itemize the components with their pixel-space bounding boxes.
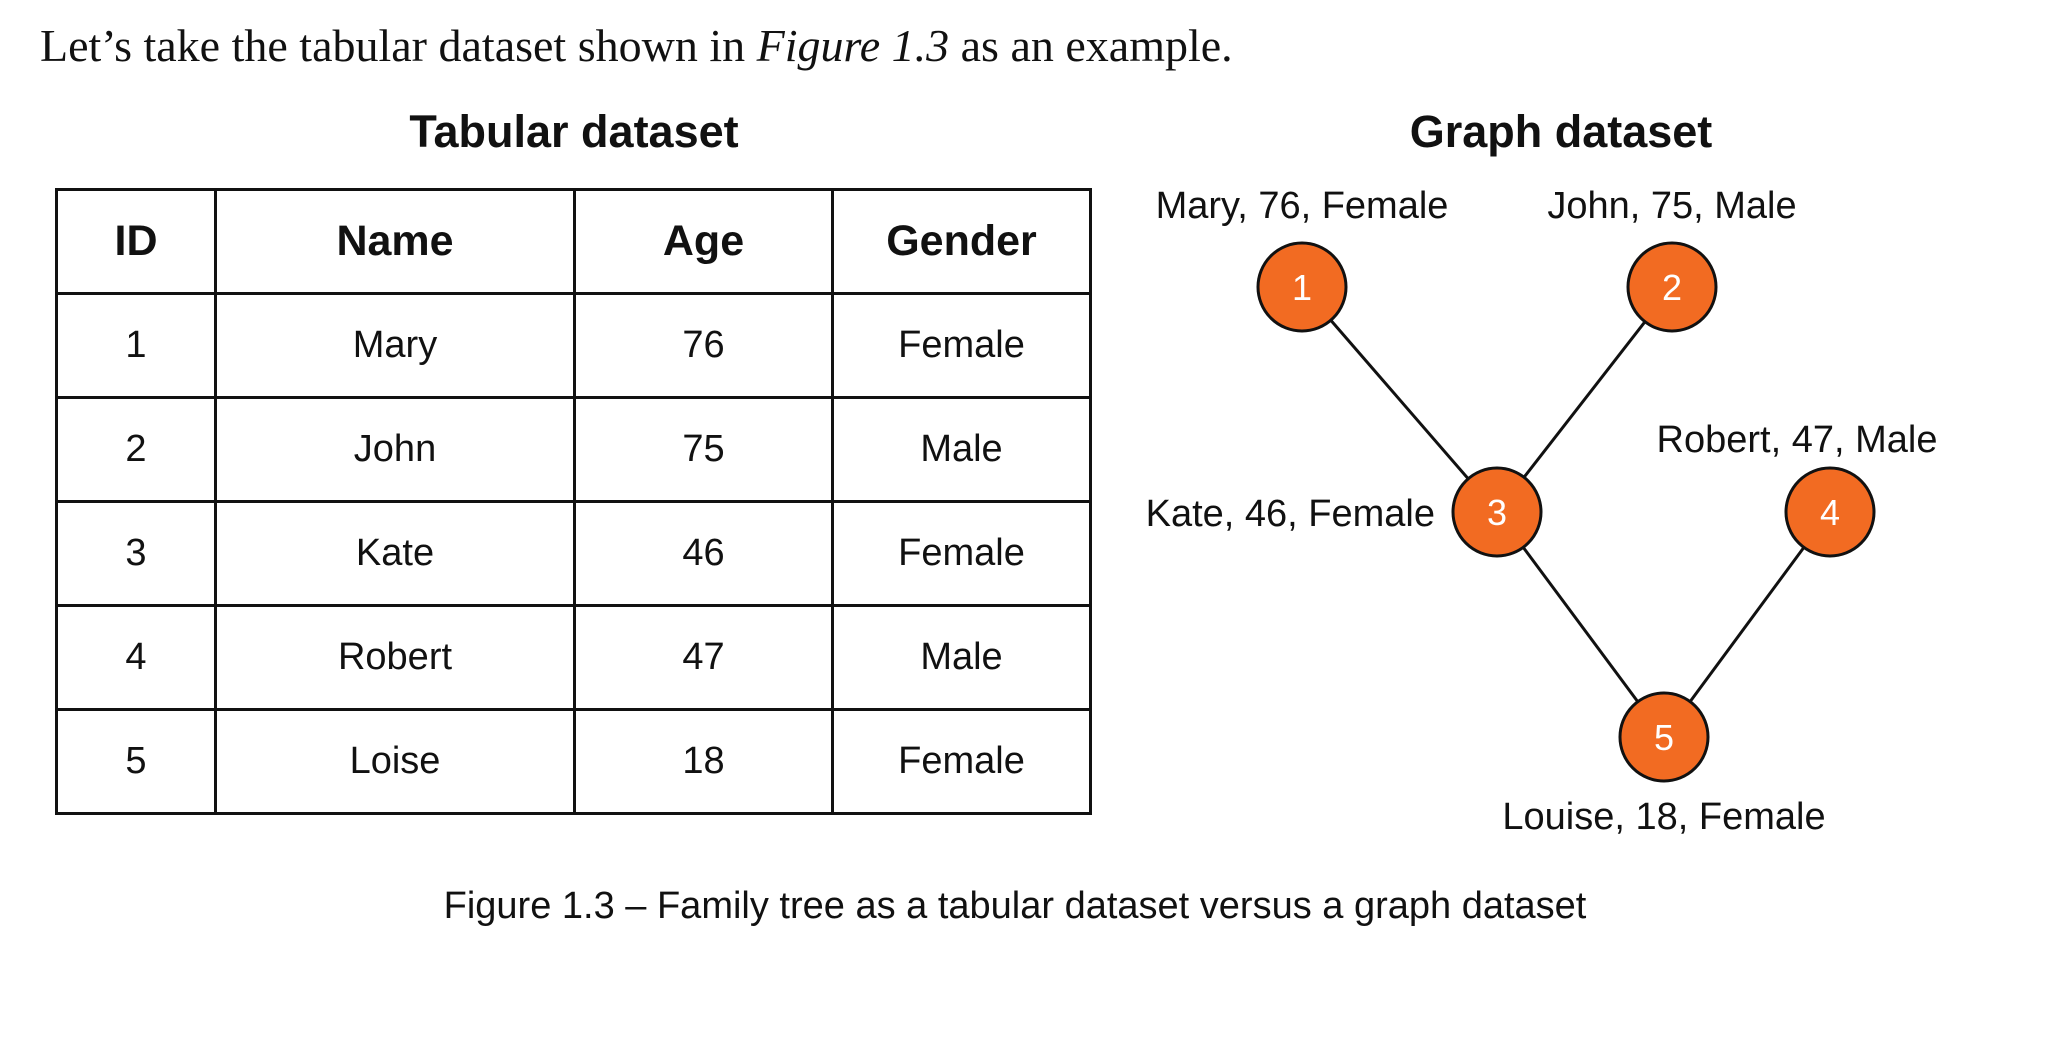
cell-name: John bbox=[214, 396, 576, 503]
cell-age: 47 bbox=[573, 604, 834, 711]
node-label: Mary, 76, Female bbox=[1156, 185, 1449, 227]
cell-id: 1 bbox=[55, 292, 217, 399]
cell-gender: Female bbox=[831, 292, 1092, 399]
cell-gender: Male bbox=[831, 396, 1092, 503]
table-row: 3 Kate 46 Female bbox=[55, 500, 1092, 607]
edge-mary-kate bbox=[1300, 286, 1499, 513]
figure-caption: Figure 1.3 – Family tree as a tabular da… bbox=[443, 885, 1587, 927]
column-header-age: Age bbox=[573, 188, 834, 295]
edge-kate-louise bbox=[1495, 511, 1666, 738]
figure-reference: Figure 1.3 bbox=[756, 20, 950, 71]
cell-name: Kate bbox=[214, 500, 576, 607]
cell-age: 46 bbox=[573, 500, 834, 607]
column-header-name: Name bbox=[214, 188, 576, 295]
node-circle bbox=[1256, 241, 1348, 333]
cell-id: 3 bbox=[55, 500, 217, 607]
column-header-gender: Gender bbox=[831, 188, 1092, 295]
graph-node-5: 5 Louise, 18, Female bbox=[1502, 691, 1826, 838]
node-number: 1 bbox=[1292, 267, 1312, 308]
graph-node-2: 2 John, 75, Male bbox=[1547, 185, 1797, 333]
edge-john-kate bbox=[1495, 286, 1674, 513]
node-label: Robert, 47, Male bbox=[1657, 419, 1938, 461]
table-row: 1 Mary 76 Female bbox=[55, 292, 1092, 399]
cell-id: 5 bbox=[55, 708, 217, 815]
graph-dataset-title: Graph dataset bbox=[1409, 106, 1713, 157]
graph-edges bbox=[1300, 286, 1832, 738]
table-header-row: ID Name Age Gender bbox=[55, 188, 1092, 295]
tabular-dataset-title: Tabular dataset bbox=[409, 106, 739, 157]
graph-node-4: 4 Robert, 47, Male bbox=[1657, 419, 1938, 558]
cell-name: Mary bbox=[214, 292, 576, 399]
table-row: 5 Loise 18 Female bbox=[55, 708, 1092, 815]
edge-robert-louise bbox=[1662, 511, 1832, 738]
node-circle bbox=[1618, 691, 1710, 783]
cell-name: Robert bbox=[214, 604, 576, 711]
node-number: 4 bbox=[1820, 492, 1840, 533]
cell-name: Loise bbox=[214, 708, 576, 815]
node-number: 2 bbox=[1662, 267, 1682, 308]
intro-text-after: as an example. bbox=[949, 20, 1233, 71]
node-number: 5 bbox=[1654, 717, 1674, 758]
node-circle bbox=[1784, 466, 1876, 558]
intro-text-before: Let’s take the tabular dataset shown in bbox=[40, 20, 757, 71]
cell-age: 75 bbox=[573, 396, 834, 503]
cell-age: 18 bbox=[573, 708, 834, 815]
table-row: 2 John 75 Male bbox=[55, 396, 1092, 503]
cell-gender: Female bbox=[831, 708, 1092, 815]
cell-id: 4 bbox=[55, 604, 217, 711]
cell-gender: Male bbox=[831, 604, 1092, 711]
node-label: Louise, 18, Female bbox=[1502, 796, 1825, 838]
cell-gender: Female bbox=[831, 500, 1092, 607]
column-header-id: ID bbox=[55, 188, 217, 295]
cell-id: 2 bbox=[55, 396, 217, 503]
tabular-dataset-table: ID Name Age Gender 1 Mary 76 Female 2 Jo… bbox=[55, 188, 1092, 815]
table-row: 4 Robert 47 Male bbox=[55, 604, 1092, 711]
node-label: Kate, 46, Female bbox=[1146, 493, 1435, 535]
intro-paragraph: Let’s take the tabular dataset shown in … bbox=[40, 14, 1233, 78]
node-circle bbox=[1626, 241, 1718, 333]
cell-age: 76 bbox=[573, 292, 834, 399]
node-circle bbox=[1451, 466, 1543, 558]
node-label: John, 75, Male bbox=[1547, 185, 1796, 227]
graph-node-3: 3 Kate, 46, Female bbox=[1146, 466, 1543, 558]
node-number: 3 bbox=[1487, 492, 1507, 533]
graph-node-1: 1 Mary, 76, Female bbox=[1156, 185, 1449, 333]
